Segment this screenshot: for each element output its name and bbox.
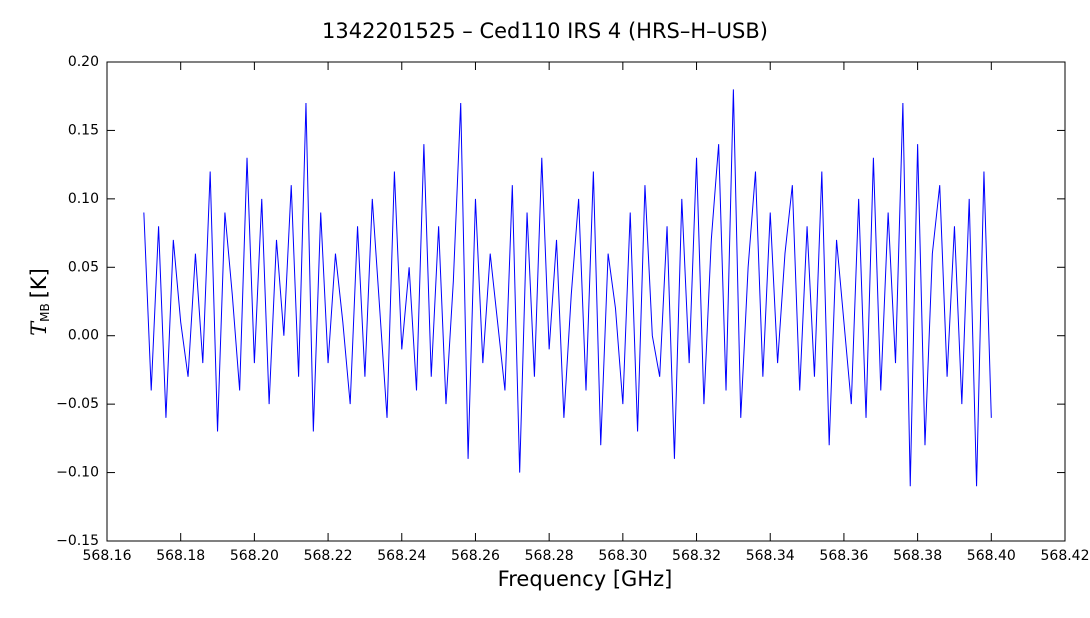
x-tick-label: 568.42	[1041, 548, 1090, 564]
spectrum-line	[143, 89, 992, 487]
x-tick-label: 568.32	[672, 548, 721, 564]
x-tick-label: 568.18	[156, 548, 205, 564]
y-label-unit: [K]	[27, 268, 51, 298]
x-tick-label: 568.24	[377, 548, 426, 564]
x-tick-label: 568.26	[451, 548, 500, 564]
x-tick-label: 568.36	[819, 548, 868, 564]
x-tick-label: 568.20	[230, 548, 279, 564]
y-tick-label: 0.20	[68, 54, 99, 70]
x-tick-label: 568.22	[304, 548, 353, 564]
x-tick-label: 568.38	[893, 548, 942, 564]
y-tick-label: 0.10	[68, 191, 99, 207]
y-tick-label: 0.00	[68, 328, 99, 344]
y-tick-label: 0.15	[68, 122, 99, 138]
x-tick-label: 568.28	[525, 548, 574, 564]
y-tick-label: 0.05	[68, 259, 99, 275]
chart-title: 1342201525 – Ced110 IRS 4 (HRS–H–USB)	[322, 19, 768, 43]
y-tick-label: −0.10	[56, 465, 99, 481]
x-tick-label: 568.34	[746, 548, 795, 564]
y-tick-label: −0.05	[56, 396, 99, 412]
x-tick-label: 568.30	[598, 548, 647, 564]
x-tick-label: 568.16	[83, 548, 132, 564]
x-tick-label: 568.40	[967, 548, 1016, 564]
x-axis-label: Frequency [GHz]	[498, 567, 673, 591]
y-label-subscript: MB	[38, 303, 52, 322]
y-tick-label: −0.15	[56, 533, 99, 549]
y-axis-label: TMB [K]	[27, 268, 52, 336]
y-label-symbol: T	[27, 320, 51, 336]
plot-frame	[106, 61, 1066, 542]
